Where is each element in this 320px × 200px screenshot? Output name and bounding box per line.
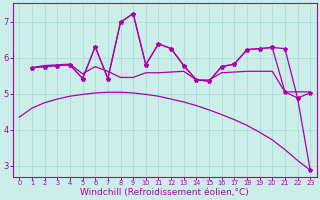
X-axis label: Windchill (Refroidissement éolien,°C): Windchill (Refroidissement éolien,°C) bbox=[80, 188, 249, 197]
